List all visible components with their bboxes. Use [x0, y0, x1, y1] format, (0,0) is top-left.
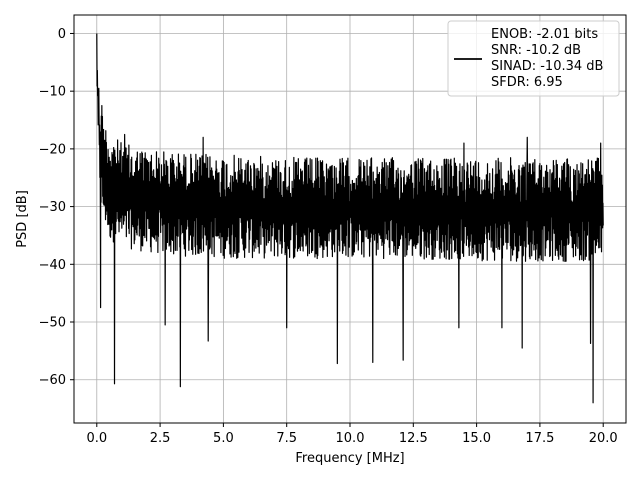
y-tick-label: −60 [39, 373, 66, 388]
y-tick-label: −50 [39, 316, 66, 331]
x-tick-label: 10.0 [336, 431, 365, 446]
y-axis-label: PSD [dB] [15, 190, 30, 248]
psd-series [96, 33, 604, 404]
legend-box [447, 20, 620, 97]
x-tick-label: 15.0 [462, 431, 491, 446]
x-tick-label: 17.5 [525, 431, 554, 446]
legend-sfdr: SFDR: 6.95 [491, 75, 563, 90]
x-tick-label: 5.0 [213, 431, 234, 446]
x-tick-label: 7.5 [276, 431, 297, 446]
legend-enob: ENOB: -2.01 bits [491, 27, 598, 42]
legend: ENOB: -2.01 bits SNR: -10.2 dB SINAD: -1… [447, 20, 620, 97]
x-axis: 0.0 2.5 5.0 7.5 10.0 12.5 15.0 17.5 20.0 [86, 423, 618, 446]
y-tick-label: −10 [39, 85, 66, 100]
x-tick-label: 20.0 [589, 431, 618, 446]
y-tick-label: −40 [39, 258, 66, 273]
legend-sinad: SINAD: -10.34 dB [491, 59, 603, 74]
psd-line [96, 33, 604, 404]
legend-text: ENOB: -2.01 bits SNR: -10.2 dB SINAD: -1… [491, 27, 608, 90]
x-tick-label: 2.5 [150, 431, 171, 446]
legend-snr: SNR: -10.2 dB [491, 43, 581, 58]
y-tick-label: −20 [39, 142, 66, 157]
x-tick-label: 0.0 [86, 431, 107, 446]
y-axis: 0 −10 −20 −30 −40 −50 −60 [39, 27, 74, 388]
y-tick-label: −30 [39, 200, 66, 215]
x-axis-label: Frequency [MHz] [295, 451, 404, 466]
x-tick-label: 12.5 [399, 431, 428, 446]
y-tick-label: 0 [58, 27, 66, 42]
